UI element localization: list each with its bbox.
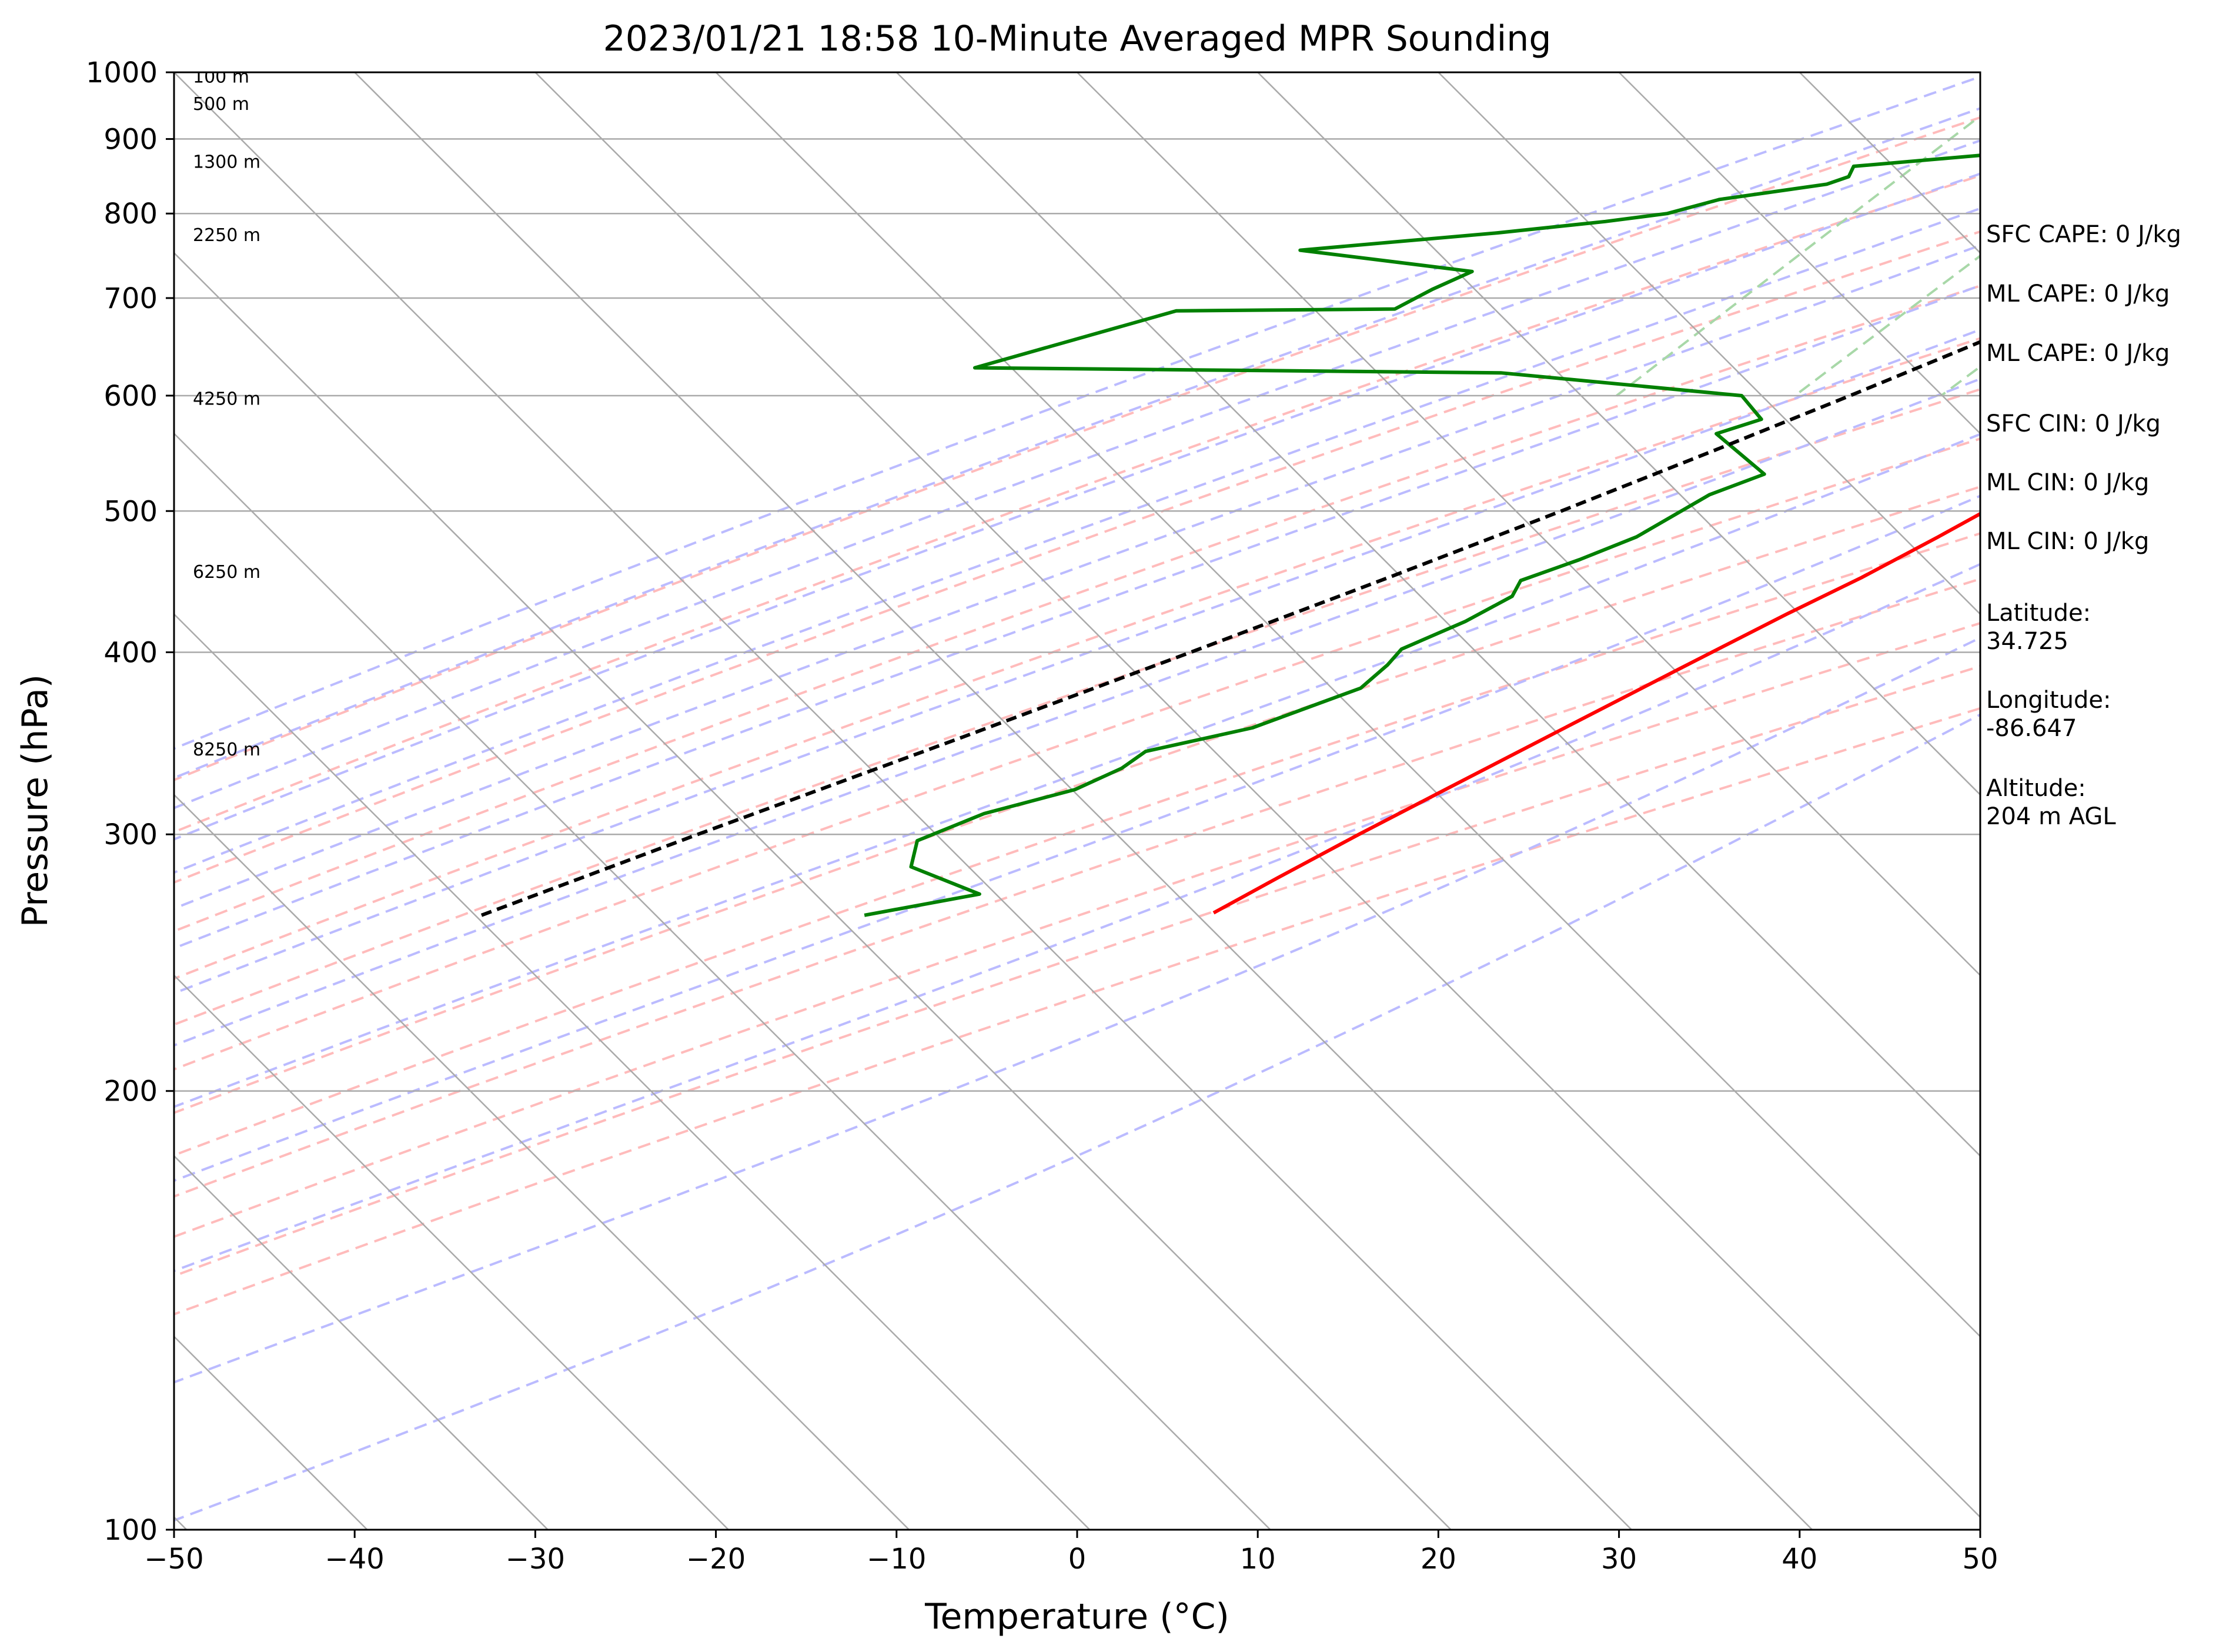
moist-adiabats: [174, 75, 1980, 1522]
annotation-text: SFC CAPE: 0 J/kg: [1986, 221, 2181, 248]
y-tick-label: 1000: [86, 56, 158, 89]
y-tick-label: 900: [103, 123, 158, 156]
dry-adiabat-line: [174, 665, 1980, 1278]
isotherm-line: [354, 72, 1813, 1530]
isotherm-line: [1618, 72, 1980, 435]
height-label: 500 m: [193, 94, 249, 115]
isotherm-line: [174, 613, 1091, 1530]
height-labels: 100 m 500 m 1300 m 2250 m 4250 m 6250 m 8250 m: [193, 67, 260, 760]
moist-adiabat-line: [174, 139, 1980, 810]
height-label: 8250 m: [193, 740, 260, 760]
moist-adiabat-line: [174, 433, 1980, 1108]
moist-adiabat-line: [174, 244, 1980, 910]
x-tick-label: 20: [1421, 1543, 1456, 1576]
isotherm-line: [174, 432, 1271, 1530]
plot-area: 100 m 500 m 1300 m 2250 m 4250 m 6250 m 8250 m: [174, 67, 1980, 1530]
y-tick-label: 400: [103, 636, 158, 669]
annotation-text: ML CIN: 0 J/kg: [1986, 469, 2149, 496]
height-label: 4250 m: [193, 389, 260, 409]
annotation-text: SFC CIN: 0 J/kg: [1986, 410, 2161, 437]
isotherm-line: [174, 974, 729, 1530]
isotherm-line: [174, 1155, 549, 1530]
y-tick-label: 200: [103, 1075, 158, 1108]
sounding-series: [480, 153, 1980, 917]
height-label: 6250 m: [193, 562, 260, 583]
x-tick-label: 0: [1068, 1543, 1087, 1576]
isotherm-line: [174, 794, 910, 1530]
temperature-profile: [1212, 511, 1980, 915]
height-label: 100 m: [193, 67, 249, 88]
height-label: 1300 m: [193, 152, 260, 172]
x-tick-label: 40: [1782, 1543, 1817, 1576]
annotation-text: ML CAPE: 0 J/kg: [1986, 280, 2170, 307]
isotherm-line: [895, 72, 1980, 1157]
mixing-ratio-line: [1794, 254, 1980, 397]
x-tick-label: 30: [1601, 1543, 1637, 1576]
isotherm-line: [534, 72, 1980, 1519]
dry-adiabat-line: [174, 337, 1980, 980]
annotation-text: Altitude: 204 m AGL: [1986, 775, 2116, 830]
isotherm-line: [174, 72, 1632, 1530]
annotation-text: Longitude: -86.647: [1986, 687, 2111, 742]
moist-adiabat-line: [174, 284, 1980, 950]
isotherm-line: [1257, 72, 1980, 796]
moist-adiabat-line: [174, 75, 1980, 750]
y-axis-ticks: 1000 900 800 700 600 500 400 300 200 100: [86, 56, 174, 1547]
moist-adiabat-line: [174, 107, 1980, 780]
moist-adiabat-line: [174, 636, 1980, 1384]
y-tick-label: 600: [103, 380, 158, 413]
dry-adiabat-line: [174, 485, 1980, 1115]
annotations: SFC CAPE: 0 J/kg ML CAPE: 0 J/kg ML CAPE: …: [1986, 221, 2181, 830]
annotation-text: ML CIN: 0 J/kg: [1986, 528, 2149, 555]
dry-adiabat-line: [174, 174, 1980, 834]
dry-adiabat-line: [174, 230, 1980, 884]
dry-adiabat-line: [174, 532, 1980, 1157]
y-tick-label: 500: [103, 495, 158, 528]
dry-adiabat-line: [174, 116, 1980, 781]
x-tick-label: 10: [1240, 1543, 1276, 1576]
dewpoint-profile: [864, 153, 1980, 917]
isotherms: [174, 72, 1980, 1530]
x-tick-label: 50: [1962, 1543, 1998, 1576]
annotation-text: ML CAPE: 0 J/kg: [1986, 340, 2170, 367]
isotherm-line: [1438, 72, 1980, 616]
x-axis-ticks: −50 −40 −30 −20 −10 0 10 20 30 40 50: [144, 1530, 1998, 1576]
dry-adiabat-line: [174, 621, 1980, 1238]
x-axis-label: Temperature (°C): [924, 1596, 1229, 1637]
y-tick-label: 300: [103, 818, 158, 851]
dry-adiabats: [174, 116, 1980, 1316]
parcel-profile: [480, 340, 1980, 917]
x-tick-label: −30: [506, 1543, 565, 1576]
y-tick-label: 700: [103, 282, 158, 315]
isotherm-line: [715, 72, 1980, 1338]
dry-adiabat-line: [174, 707, 1980, 1316]
dry-adiabat-line: [174, 577, 1980, 1198]
x-tick-label: −50: [144, 1543, 203, 1576]
isotherm-line: [1077, 72, 1980, 977]
moist-adiabat-line: [174, 172, 1980, 841]
y-tick-label: 800: [103, 198, 158, 230]
y-tick-label: 100: [103, 1514, 158, 1547]
x-tick-label: −40: [325, 1543, 385, 1576]
dry-adiabat-line: [174, 285, 1980, 933]
height-label: 2250 m: [193, 225, 260, 246]
annotation-text: Latitude: 34.725: [1986, 600, 2091, 655]
moist-adiabat-line: [174, 713, 1980, 1522]
chart-title: 2023/01/21 18:58 10-Minute Averaged MPR …: [603, 18, 1552, 59]
moist-adiabat-line: [174, 207, 1980, 874]
x-tick-label: −20: [686, 1543, 746, 1576]
y-axis-label: Pressure (hPa): [15, 674, 56, 927]
x-tick-label: −10: [867, 1543, 926, 1576]
moist-adiabat-line: [174, 328, 1980, 995]
isotherm-line: [174, 252, 1452, 1530]
